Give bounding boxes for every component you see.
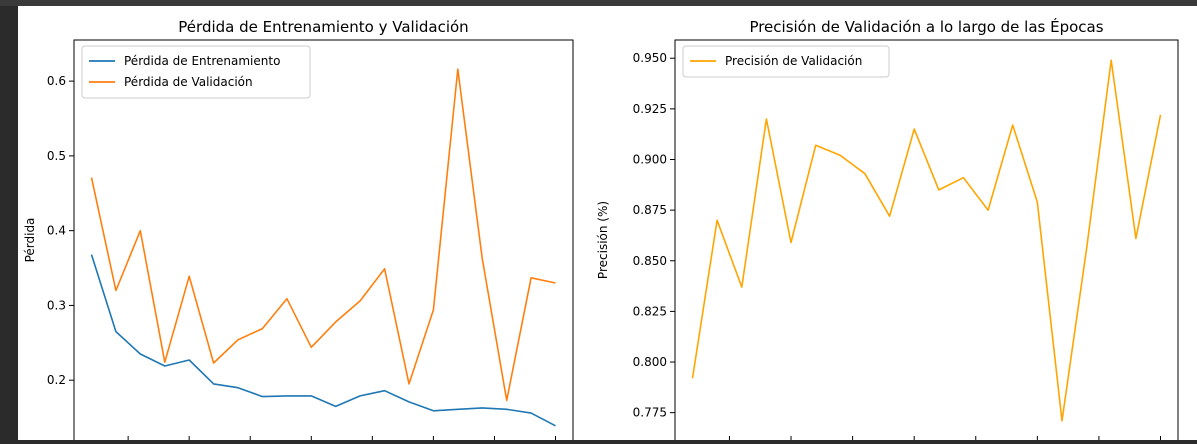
y-tick-label: 0.5 xyxy=(47,149,66,163)
axes-frame xyxy=(674,39,1179,444)
series-line xyxy=(90,68,556,402)
legend: Precisión de Validación xyxy=(682,45,890,78)
y-tick-label: 0.875 xyxy=(633,203,667,217)
y-tick-label: 0.6 xyxy=(47,74,66,88)
chart-2: Precisión de Validación a lo largo de la… xyxy=(596,17,1179,444)
top-strip xyxy=(0,0,1197,6)
legend-box xyxy=(682,45,890,78)
y-tick-label: 0.825 xyxy=(633,304,667,318)
y-axis-label: Pérdida xyxy=(23,218,37,263)
legend-box xyxy=(81,45,311,99)
y-tick-label: 0.4 xyxy=(47,224,66,238)
legend-label: Precisión de Validación xyxy=(725,54,862,68)
y-tick-label: 0.800 xyxy=(633,355,667,369)
chart-title: Pérdida de Entrenamiento y Validación xyxy=(178,18,468,36)
series-line xyxy=(90,254,556,427)
chart-1: Pérdida de Entrenamiento y Validación Pér… xyxy=(23,18,574,444)
y-tick-label: 0.775 xyxy=(633,406,667,420)
figure-canvas: Pérdida de Entrenamiento y Validación Pér… xyxy=(18,6,1197,444)
series-line xyxy=(691,59,1162,422)
y-tick-label: 0.950 xyxy=(633,51,667,65)
chart-title: Precisión de Validación a lo largo de la… xyxy=(749,17,1103,36)
charts-svg: Pérdida de Entrenamiento y Validación Pér… xyxy=(23,17,1179,444)
y-tick-label: 0.2 xyxy=(47,373,66,387)
y-axis-label: Precisión (%) xyxy=(596,201,610,279)
y-tick-label: 0.3 xyxy=(47,298,66,312)
legend-label: Pérdida de Validación xyxy=(124,75,253,89)
y-tick-label: 0.850 xyxy=(633,254,667,268)
axes-frame xyxy=(73,39,574,444)
legend: Pérdida de Entrenamiento Pérdida de Valid… xyxy=(81,45,311,99)
legend-label: Pérdida de Entrenamiento xyxy=(124,54,280,68)
y-tick-label: 0.900 xyxy=(633,152,667,166)
y-tick-label: 0.925 xyxy=(633,102,667,116)
